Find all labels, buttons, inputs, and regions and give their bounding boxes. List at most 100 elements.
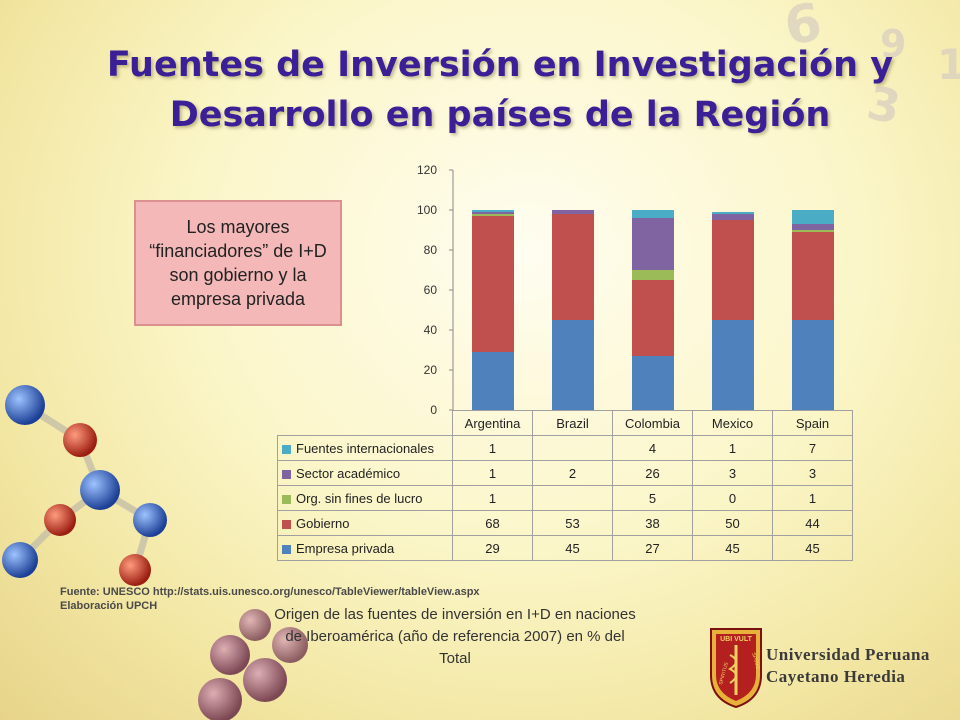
y-tick-label: 40 xyxy=(424,323,438,337)
data-label: 1 xyxy=(772,485,853,511)
bar-segment xyxy=(472,214,514,216)
seal-side-right: SPIRAT xyxy=(750,652,760,671)
series-name: Org. sin fines de lucro xyxy=(296,490,423,506)
bar-segment xyxy=(792,320,834,410)
y-axis: 0 20 40 60 80 100 120 xyxy=(417,163,454,417)
bar-segment xyxy=(712,220,754,320)
callout-box: Los mayores “financiadores” de I+D son g… xyxy=(134,200,342,326)
bar-segment xyxy=(712,212,754,214)
page-title: Fuentes de Inversión en Investigación y … xyxy=(106,45,894,135)
source-line: Fuente: UNESCO http://stats.uis.unesco.o… xyxy=(60,586,480,598)
category-label: Argentina xyxy=(452,410,533,436)
data-label: 5 xyxy=(612,485,693,511)
bar-segment xyxy=(632,356,674,410)
data-label xyxy=(532,435,613,461)
bar-segment xyxy=(632,270,674,280)
category-label: Brazil xyxy=(532,410,613,436)
category-label: Spain xyxy=(772,410,853,436)
chart-caption: Origen de las fuentes de inversión en I+… xyxy=(274,606,636,667)
university-name: Universidad Peruana Cayetano Heredia xyxy=(766,644,956,688)
table-row: Empresa privada 29 45 27 45 45 xyxy=(277,535,853,561)
data-label: 0 xyxy=(692,485,773,511)
data-label: 50 xyxy=(692,510,773,536)
series-name: Fuentes internacionales xyxy=(296,440,435,456)
data-label: 1 xyxy=(452,435,533,461)
data-label: 7 xyxy=(772,435,853,461)
bars xyxy=(472,210,834,410)
table-row: Org. sin fines de lucro 1 5 0 1 xyxy=(277,485,853,511)
table-row: Gobierno 68 53 38 50 44 xyxy=(277,510,853,536)
university-name-line1: Universidad Peruana xyxy=(766,645,930,664)
series-label: Empresa privada xyxy=(277,535,453,561)
data-label: 3 xyxy=(772,460,853,486)
university-seal: UBI VULT SPIRITUS SPIRAT xyxy=(710,628,762,709)
bar-segment xyxy=(712,320,754,410)
bar-segment xyxy=(552,214,594,320)
series-label: Sector académico xyxy=(277,460,453,486)
university-name-line2: Cayetano Heredia xyxy=(766,667,906,686)
background-numeral: 9 xyxy=(880,22,907,66)
data-table: Argentina Brazil Colombia Mexico Spain Fuente… xyxy=(277,410,853,561)
bar-segment xyxy=(472,212,514,214)
bar-segment xyxy=(792,224,834,230)
bar-segment xyxy=(792,210,834,224)
data-label: 29 xyxy=(452,535,533,561)
bar-segment xyxy=(552,210,594,214)
data-label: 1 xyxy=(692,435,773,461)
data-label: 27 xyxy=(612,535,693,561)
y-tick-label: 60 xyxy=(424,283,438,297)
seal-side-left: SPIRITUS xyxy=(718,661,730,685)
bar-segment xyxy=(472,352,514,410)
series-name: Gobierno xyxy=(296,515,350,531)
data-label: 1 xyxy=(452,460,533,486)
data-label: 45 xyxy=(772,535,853,561)
legend-swatch xyxy=(282,469,291,479)
category-label: Mexico xyxy=(692,410,773,436)
series-name: Sector académico xyxy=(296,465,401,481)
data-label: 4 xyxy=(612,435,693,461)
data-label: 3 xyxy=(692,460,773,486)
series-label: Org. sin fines de lucro xyxy=(277,485,453,511)
legend-swatch xyxy=(282,444,291,454)
data-label: 1 xyxy=(452,485,533,511)
bar-segment xyxy=(552,320,594,410)
seal-motto: UBI VULT xyxy=(720,636,752,643)
bar-segment xyxy=(632,280,674,356)
table-row: Sector académico 1 2 26 3 3 xyxy=(277,460,853,486)
bar-segment xyxy=(632,210,674,218)
source-note: Fuente: UNESCO http://stats.uis.unesco.o… xyxy=(60,585,480,613)
y-tick-label: 100 xyxy=(417,203,437,217)
data-label xyxy=(532,485,613,511)
elaboration-line: Elaboración UPCH xyxy=(60,600,158,612)
data-label: 45 xyxy=(692,535,773,561)
y-tick-label: 0 xyxy=(430,403,437,417)
background-numeral: 1 xyxy=(937,40,960,89)
bar-segment xyxy=(792,230,834,232)
y-tick-label: 20 xyxy=(424,363,438,377)
category-label: Colombia xyxy=(612,410,693,436)
table-row: Fuentes internacionales 1 4 1 7 xyxy=(277,435,853,461)
data-label: 26 xyxy=(612,460,693,486)
bar-segment xyxy=(792,232,834,320)
data-label: 68 xyxy=(452,510,533,536)
legend-swatch xyxy=(282,494,291,504)
legend-swatch xyxy=(282,519,291,529)
data-label: 38 xyxy=(612,510,693,536)
data-label: 44 xyxy=(772,510,853,536)
bar-segment xyxy=(472,210,514,212)
series-name: Empresa privada xyxy=(296,540,395,556)
data-label: 53 xyxy=(532,510,613,536)
data-label: 45 xyxy=(532,535,613,561)
bar-segment xyxy=(712,214,754,220)
series-label: Gobierno xyxy=(277,510,453,536)
table-header-row: Argentina Brazil Colombia Mexico Spain xyxy=(278,410,853,436)
molecule-illustration xyxy=(2,385,308,720)
y-tick-label: 80 xyxy=(424,243,438,257)
table-corner xyxy=(278,411,453,436)
legend-swatch xyxy=(282,544,291,554)
data-label: 2 xyxy=(532,460,613,486)
series-label: Fuentes internacionales xyxy=(277,435,453,461)
bar-segment xyxy=(472,216,514,352)
y-tick-label: 120 xyxy=(417,163,437,177)
